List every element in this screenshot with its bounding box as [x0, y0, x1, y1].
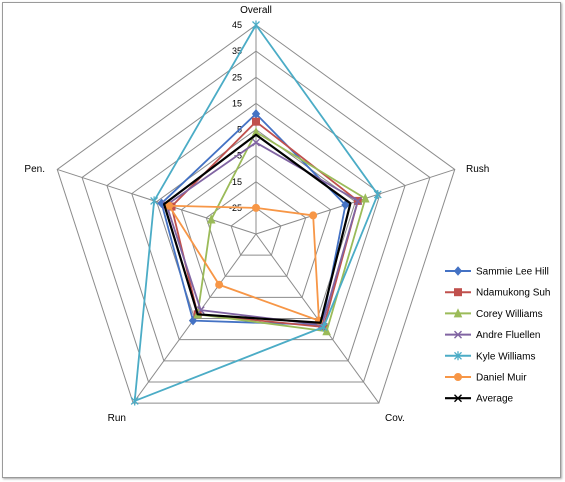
data-point: [361, 193, 370, 203]
series-line: [165, 141, 359, 326]
axis-label-rush: Rush: [466, 164, 489, 175]
data-point: [453, 308, 463, 318]
legend-label: Corey Williams: [476, 309, 543, 320]
legend-label: Sammie Lee Hill: [476, 267, 549, 278]
legend-entry: Andre Fluellen: [445, 330, 540, 341]
data-point: [150, 196, 159, 206]
data-point: [215, 280, 224, 289]
data-point: [252, 117, 260, 126]
legend-entry: Average: [445, 394, 514, 405]
data-point: [373, 189, 382, 199]
grid-ring: [56, 24, 456, 404]
data-point: [353, 196, 362, 205]
tick-label: 45: [232, 20, 242, 30]
grid-ring: [230, 207, 282, 256]
data-point: [454, 330, 462, 339]
data-point: [453, 266, 463, 276]
legend-label: Ndamukong Suh: [476, 288, 551, 299]
series-line: [133, 24, 379, 402]
series-line: [168, 204, 320, 322]
radar-spokes: [57, 25, 455, 404]
data-point: [454, 394, 462, 403]
grid-ring: [106, 76, 406, 362]
data-point: [206, 214, 216, 224]
legend-entry: Sammie Lee Hill: [445, 266, 549, 278]
data-point: [188, 315, 198, 326]
tick-label: 15: [232, 98, 242, 108]
legend-entry: Ndamukong Suh: [445, 288, 551, 299]
series-sammie-lee-hill: [157, 109, 350, 330]
grid-ring: [131, 102, 381, 341]
series-daniel-muir: [165, 201, 323, 325]
data-point: [454, 288, 462, 297]
legend-entry: Corey Williams: [445, 308, 543, 320]
axis-label-pen: Pen.: [24, 164, 45, 175]
data-point: [252, 203, 260, 212]
data-point: [454, 351, 462, 361]
legend-label: Daniel Muir: [476, 373, 527, 384]
data-point: [322, 326, 331, 336]
axis-label-run: Run: [108, 413, 126, 424]
tick-label: -15: [229, 177, 242, 187]
legend-label: Andre Fluellen: [476, 330, 540, 341]
data-point: [196, 306, 205, 315]
tick-label: 35: [232, 46, 242, 56]
series-line: [196, 131, 367, 333]
radar-grid: [56, 24, 456, 404]
radar-series: [130, 20, 382, 406]
legend-entry: Daniel Muir: [445, 373, 527, 384]
data-point: [252, 20, 260, 30]
axis-label-overall: Overall: [240, 5, 272, 16]
data-point: [130, 396, 139, 406]
legend-label: Kyle Williams: [476, 351, 535, 362]
data-point: [309, 211, 318, 220]
spoke: [57, 168, 257, 235]
legend: Sammie Lee Hill Ndamukong Suh Corey Willia…: [445, 266, 551, 405]
series-average: [162, 133, 352, 324]
series-kyle-williams: [130, 20, 382, 406]
grid-ring: [81, 50, 431, 383]
data-point: [454, 373, 462, 381]
series-line: [162, 133, 352, 324]
axis-label-cov: Cov.: [385, 413, 405, 424]
data-point: [319, 322, 328, 332]
legend-label: Average: [476, 394, 514, 405]
legend-entry: Kyle Williams: [445, 351, 535, 362]
tick-label: 25: [232, 72, 242, 82]
data-point: [341, 200, 350, 210]
data-point: [252, 138, 260, 147]
axis-labels: Overall Rush Cov. Run Pen.: [24, 5, 489, 424]
